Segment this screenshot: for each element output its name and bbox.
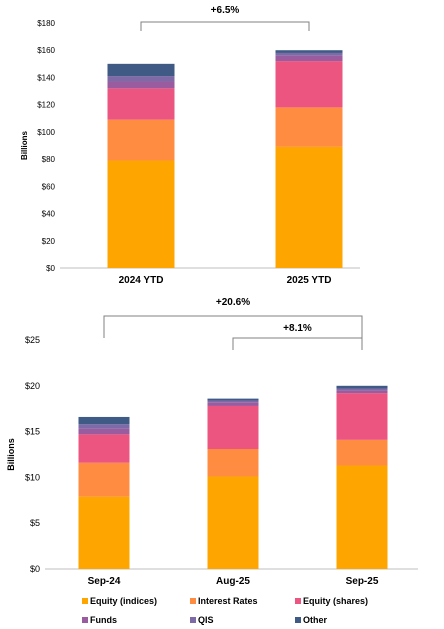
y-tick-label: $100 [37, 128, 55, 137]
bar-segment-equity-shares [78, 434, 130, 463]
y-tick-label: $160 [37, 46, 55, 55]
legend-label-equity-shares: Equity (shares) [303, 596, 368, 606]
bar-segment-other [336, 385, 388, 389]
legend-label-other: Other [303, 615, 328, 625]
legend-swatch-equity-indices [82, 598, 88, 604]
y-tick-label: $180 [37, 19, 55, 28]
bar-segment-qis [78, 424, 130, 429]
y-tick-label: $20 [25, 381, 40, 391]
legend-swatch-equity-shares [295, 598, 301, 604]
y-tick-label: $140 [37, 73, 55, 82]
bar-segment-interest-rates [207, 449, 259, 477]
bar-segment-qis [336, 388, 388, 391]
legend-label-equity-indices: Equity (indices) [90, 596, 157, 606]
x-tick-label: 2024 YTD [119, 275, 164, 286]
legend-swatch-other [295, 617, 301, 623]
bar-segment-equity-shares [336, 393, 388, 440]
bar-segment-interest-rates [336, 439, 388, 466]
legend-label-interest-rates: Interest Rates [198, 596, 258, 606]
legend-swatch-qis [190, 617, 196, 623]
bar-segment-other [78, 416, 130, 425]
bar-segment-funds [78, 428, 130, 435]
bar-segment-qis [107, 76, 175, 82]
y-tick-label: $5 [30, 518, 40, 528]
bar-segment-interest-rates [275, 107, 343, 147]
bar-segment-equity-shares [207, 405, 259, 450]
bar-segment-funds [207, 402, 259, 406]
bar-segment-equity-shares [275, 61, 343, 108]
growth-bracket [140, 21, 310, 31]
legend-swatch-funds [82, 617, 88, 623]
bar-segment-other [207, 398, 259, 401]
y-tick-label: $25 [25, 335, 40, 345]
bar-segment-qis [207, 400, 259, 403]
y-tick-label: $20 [42, 237, 56, 246]
x-tick-label: 2025 YTD [287, 275, 332, 286]
x-tick-label: Sep-24 [88, 576, 121, 587]
bar-segment-funds [107, 81, 175, 89]
bar-segment-equity-indices [336, 465, 388, 569]
growth-bracket [232, 337, 363, 350]
bar-segment-interest-rates [107, 119, 175, 161]
y-tick-label: $60 [42, 182, 56, 191]
bar-segment-equity-indices [275, 146, 343, 268]
growth-label: +8.1% [283, 323, 312, 334]
y-tick-label: $120 [37, 101, 55, 110]
y-tick-label: $0 [46, 264, 55, 273]
legend-swatch-interest-rates [190, 598, 196, 604]
bar-segment-equity-shares [107, 88, 175, 120]
growth-bracket [103, 315, 363, 338]
bar-segment-other [107, 63, 175, 77]
legend-label-qis: QIS [198, 615, 214, 625]
y-tick-label: $80 [42, 155, 56, 164]
bar-segment-interest-rates [78, 462, 130, 497]
legend-label-funds: Funds [90, 615, 117, 625]
x-tick-label: Aug-25 [216, 576, 250, 587]
bar-segment-funds [336, 390, 388, 394]
bar-segment-qis [275, 52, 343, 56]
bar-segment-equity-indices [78, 496, 130, 569]
x-tick-label: Sep-25 [346, 576, 379, 587]
y-tick-label: $10 [25, 472, 40, 482]
y-tick-label: $15 [25, 427, 40, 437]
bar-segment-other [275, 50, 343, 53]
growth-label: +6.5% [211, 5, 240, 16]
bar-segment-equity-indices [107, 160, 175, 268]
y-axis-label: Billions [20, 131, 29, 160]
y-tick-label: $0 [30, 564, 40, 574]
bar-segment-equity-indices [207, 476, 259, 569]
y-tick-label: $40 [42, 210, 56, 219]
y-axis-label: Billions [6, 438, 16, 471]
growth-label: +20.6% [216, 297, 250, 308]
bar-segment-funds [275, 55, 343, 62]
